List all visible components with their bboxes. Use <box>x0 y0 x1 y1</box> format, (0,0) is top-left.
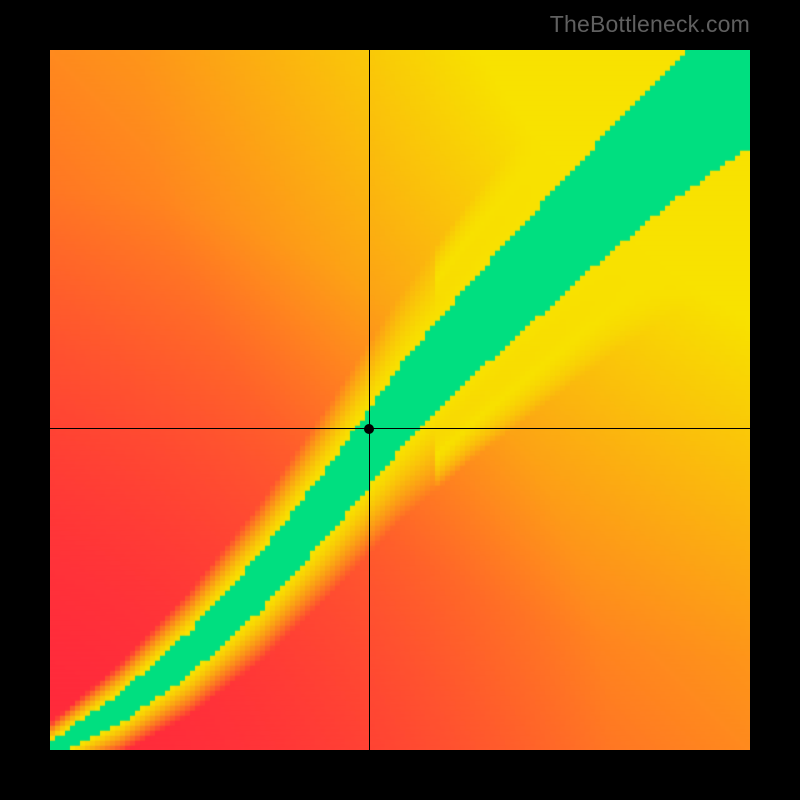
crosshair-horizontal <box>50 428 750 429</box>
frame-right <box>750 0 800 800</box>
crosshair-vertical <box>369 50 370 750</box>
heatmap-plot <box>50 50 750 750</box>
frame-left <box>0 0 50 800</box>
heatmap-canvas <box>50 50 750 750</box>
frame-bottom <box>0 750 800 800</box>
watermark-text: TheBottleneck.com <box>550 11 750 38</box>
selection-marker <box>364 424 374 434</box>
